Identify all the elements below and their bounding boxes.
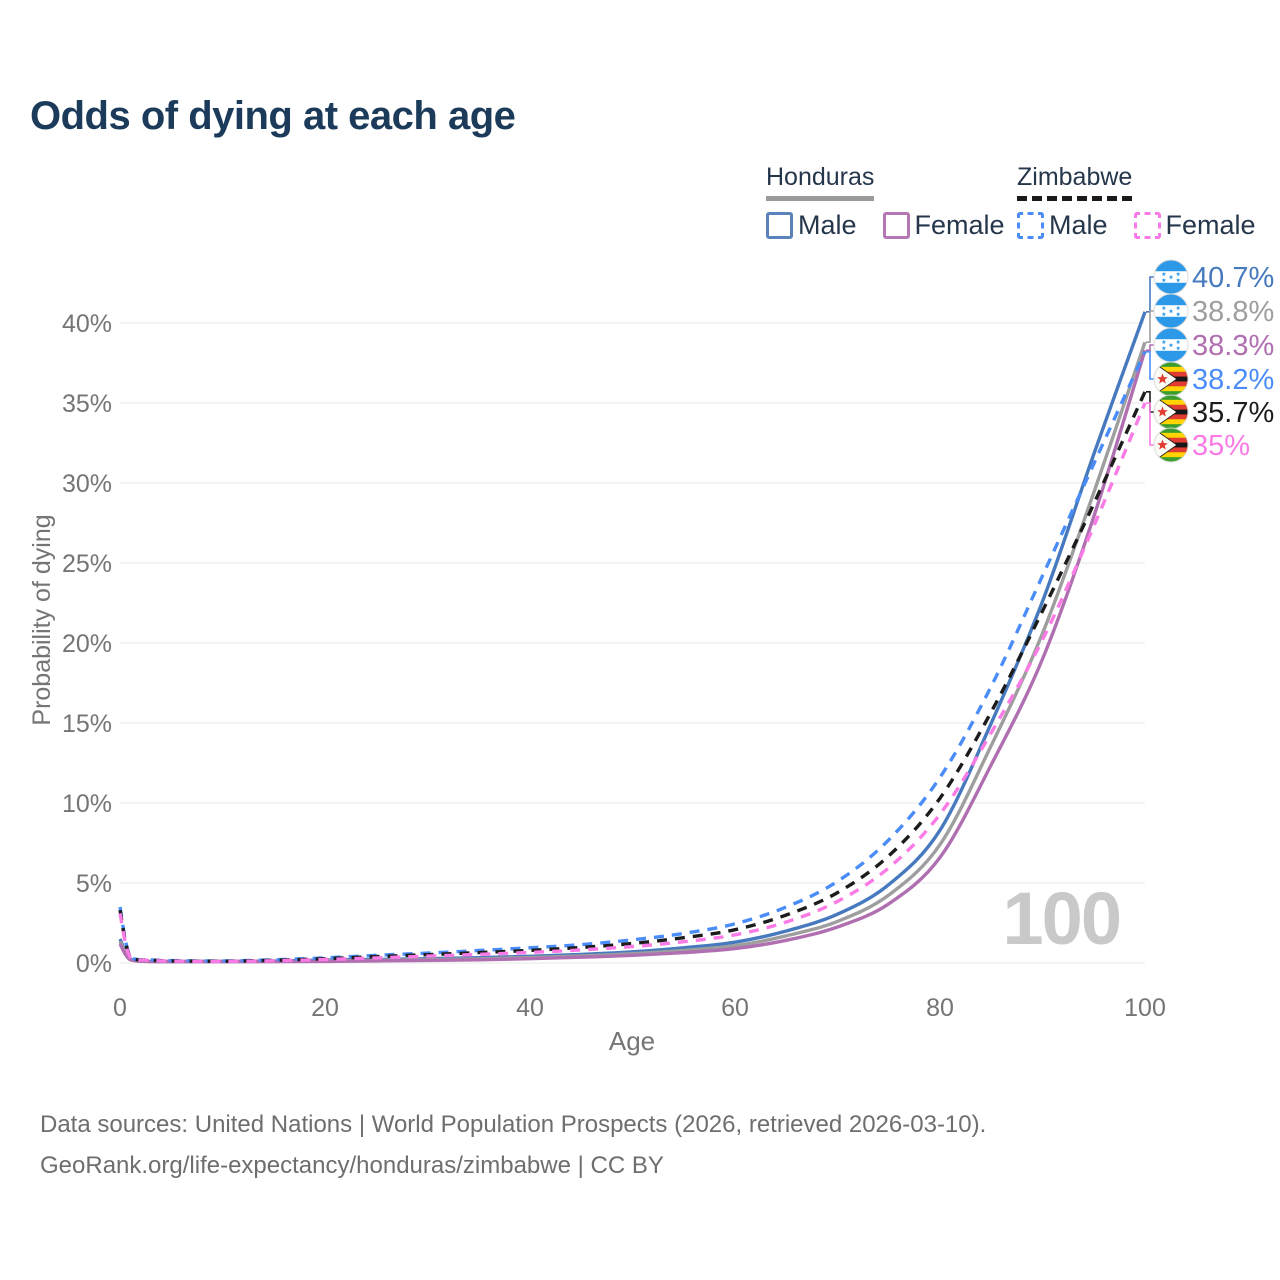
x-tick-label: 80 [926,994,954,1022]
honduras-male-swatch [766,212,793,239]
end-label-connector [1146,310,1154,343]
honduras-flag-icon [1154,260,1188,294]
x-tick-label: 40 [516,994,544,1022]
footer: Data sources: United Nations | World Pop… [40,1104,986,1186]
end-label-connector [1146,351,1154,380]
end-label-connector [1146,391,1154,413]
honduras-flag-icon [1154,328,1188,362]
y-tick-label: 0% [76,950,112,978]
zimbabwe-male-swatch [1017,212,1044,239]
age-counter-watermark: 100 [1002,877,1122,960]
honduras-female-swatch [882,212,910,239]
y-tick-label: 5% [76,870,112,898]
end-label-honduras-female: 38.3% [1192,330,1274,362]
y-tick-label: 25% [62,550,112,578]
x-tick-label: 0 [113,994,127,1022]
end-label-honduras-male: 40.7% [1192,262,1274,294]
x-tick-label: 60 [721,994,749,1022]
series-line-zimbabwe-male[interactable] [118,351,1147,963]
end-label-zimbabwe-female: 35% [1192,430,1250,462]
legend-item-zimbabwe-male[interactable]: Male [1017,210,1108,241]
page-title: Odds of dying at each age [30,94,516,138]
legend-item-honduras-female[interactable]: Female [882,210,1005,241]
legend-group-zimbabwe: Zimbabwe Male Female [1017,163,1256,241]
attribution-line: GeoRank.org/life-expectancy/honduras/zim… [40,1152,664,1179]
y-tick-label: 30% [62,470,112,498]
end-label-connector [1146,344,1154,351]
zimbabwe-female-swatch [1133,212,1161,239]
legend-item-label: Female [1165,210,1256,240]
legend-country-honduras: Honduras [766,163,875,201]
y-tick-label: 40% [62,310,112,338]
end-label-zimbabwe-both-sexes: 35.7% [1192,397,1274,429]
series-line-honduras-male[interactable] [118,311,1147,964]
legend-row-honduras: Male Female [766,210,1005,241]
zimbabwe-flag-icon [1154,428,1188,462]
x-axis-title: Age [609,1026,655,1056]
series-line-honduras-female[interactable] [118,349,1147,964]
end-label-zimbabwe-male: 38.2% [1192,364,1274,396]
legend-item-label: Male [798,210,857,240]
legend-country-zimbabwe: Zimbabwe [1017,163,1133,201]
series-line-honduras-both-sexes[interactable] [118,341,1147,964]
legend-item-label: Female [914,210,1005,240]
honduras-flag-icon [1154,294,1188,328]
y-tick-label: 20% [62,630,112,658]
legend-item-honduras-male[interactable]: Male [766,210,857,241]
odds-of-dying-line-chart: 0% 5% 10% 15% 20% 25% 30% 35% 40% 0 20 40 60 80 100 Age… [28,259,1274,1056]
end-label-connector [1146,276,1154,313]
end-label-honduras-both-sexes: 38.8% [1192,296,1274,328]
x-tick-label: 100 [1124,994,1166,1022]
x-tick-label: 20 [311,994,339,1022]
end-label-connector [1146,402,1154,446]
legend-group-honduras: Honduras Male Female [766,163,1005,241]
y-tick-label: 10% [62,790,112,818]
y-axis-title: Probability of dying [28,514,56,725]
data-source-line: Data sources: United Nations | World Pop… [40,1111,987,1138]
legend-row-zimbabwe: Male Female [1017,210,1256,241]
legend-item-label: Male [1049,210,1108,240]
y-tick-label: 15% [62,710,112,738]
flag-icon-ring [1153,427,1189,463]
legend-item-zimbabwe-female[interactable]: Female [1133,210,1256,241]
zimbabwe-flag-icon [1154,395,1188,429]
y-tick-label: 35% [62,390,112,418]
zimbabwe-flag-icon [1154,362,1188,396]
